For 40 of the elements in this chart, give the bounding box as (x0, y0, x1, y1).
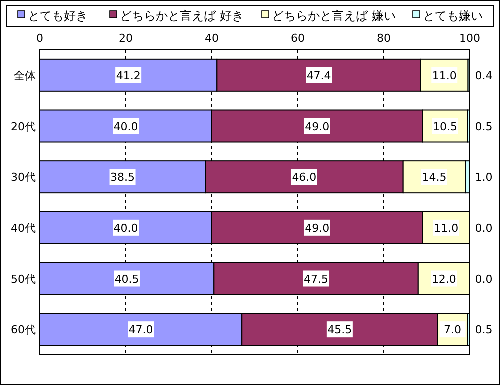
data-label: 0.5 (475, 324, 493, 337)
data-label: 40.5 (114, 272, 140, 286)
data-label: 7.0 (444, 324, 462, 337)
data-label: 12.0 (432, 272, 456, 286)
data-label: 41.2 (116, 69, 141, 82)
data-label: 40.0 (114, 120, 138, 134)
data-label: 1.0 (475, 171, 493, 184)
y-tick-label: 40代 (11, 222, 36, 235)
x-tick-label: 20 (119, 32, 133, 45)
data-label: 40.0 (114, 222, 138, 235)
x-tick-label: 100 (460, 32, 480, 45)
data-label: 47.0 (128, 324, 154, 337)
x-tick-label: 40 (205, 32, 219, 45)
data-label: 10.5 (433, 120, 458, 134)
data-label: 49.0 (305, 120, 330, 134)
data-label: 0.0 (475, 222, 493, 235)
x-tick-label: 0 (36, 32, 44, 45)
data-label: 0.5 (475, 120, 493, 134)
x-tick-label: 80 (377, 32, 391, 45)
data-label: 45.5 (328, 324, 352, 337)
x-tick-label: 60 (291, 32, 305, 45)
y-tick-label: 30代 (11, 171, 36, 184)
y-tick-label: 20代 (11, 120, 36, 134)
data-label: 46.0 (292, 171, 317, 184)
data-label: 11.0 (432, 69, 457, 82)
y-tick-label: 60代 (11, 324, 36, 337)
legend-label: とても嫌い (423, 9, 483, 23)
data-label: 38.5 (110, 171, 136, 184)
data-label: 0.0 (475, 272, 493, 286)
data-label: 47.4 (306, 69, 332, 82)
legend-label: とても好き (28, 9, 88, 23)
data-label: 49.0 (305, 222, 330, 235)
y-tick-label: 50代 (11, 272, 36, 286)
legend-label: どちらかと言えば 嫌い (272, 9, 396, 23)
legend-label: どちらかと言えば 好き (120, 9, 244, 23)
data-label: 47.5 (304, 272, 329, 286)
data-label: 14.5 (422, 171, 447, 184)
data-label: 11.0 (434, 222, 459, 235)
y-tick-label: 全体 (14, 69, 36, 82)
data-label: 0.4 (475, 69, 493, 82)
